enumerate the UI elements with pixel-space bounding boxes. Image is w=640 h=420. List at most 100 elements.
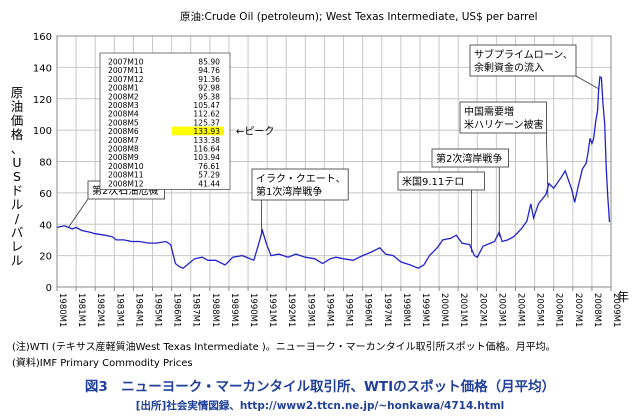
annotation-leader (575, 75, 600, 90)
x-tick-label: 1983M1 (114, 293, 124, 327)
inset-price: 91.36 (198, 75, 220, 84)
x-tick-label: 1988M1 (210, 293, 220, 327)
x-tick-label: 2003M1 (496, 293, 506, 327)
inset-price: 133.38 (193, 136, 220, 145)
inset-month: 2008M6 (108, 127, 139, 136)
x-tick-label: 1991M1 (267, 293, 277, 327)
x-tick-label: 1982M1 (95, 293, 105, 327)
y-tick-label: 20 (39, 252, 52, 263)
inset-price: 94.76 (198, 66, 220, 75)
inset-price: 41.44 (198, 179, 220, 188)
annotation-leader (68, 198, 89, 228)
peak-label: ←ピーク (236, 126, 274, 138)
inset-price: 116.64 (193, 145, 220, 154)
y-tick-label: 100 (33, 126, 52, 137)
y-tick-label: 60 (39, 189, 52, 200)
inset-month: 2008M12 (108, 179, 144, 188)
inset-price: 92.98 (198, 84, 220, 93)
x-tick-label: 1981M1 (76, 293, 86, 327)
annotation-text: イラク・クエート、 (256, 173, 346, 185)
inset-price: 133.93 (193, 127, 220, 136)
inset-month: 2008M9 (108, 153, 139, 162)
x-tick-label: 1986M1 (172, 293, 182, 327)
x-tick-label: 1994M1 (324, 293, 334, 327)
y-tick-label: 40 (39, 220, 52, 231)
x-ticks: 1980M1 1981M1 1982M1 1983M1 1984M1 1985M1 1986… (56, 287, 621, 327)
x-tick-label: 1997M1 (382, 293, 392, 327)
inset-month: 2007M12 (108, 75, 144, 84)
y-tick-label: 160 (33, 32, 52, 43)
inset-price: 112.62 (193, 110, 220, 119)
inset-table: 2007M10 85.90 2007M11 94.76 2007M12 91.36 2008… (99, 52, 274, 190)
annotation-text: 米国9.11テロ (402, 175, 464, 188)
annotation-text: 余剰資金の流入 (474, 61, 544, 74)
note-wti: (注)WTI (テキサス産軽質油West Texas Intermediate … (12, 342, 556, 353)
inset-price: 85.90 (198, 58, 220, 67)
annotation-text: サブプライムローン、 (474, 48, 573, 61)
x-tick-label: 1984M1 (133, 293, 143, 327)
note-source: (資料)IMF Primary Commodity Prices (12, 358, 193, 369)
inset-month: 2008M11 (108, 171, 144, 180)
x-tick-label: 2002M1 (477, 293, 487, 327)
inset-month: 2008M5 (108, 118, 139, 127)
y-tick-label: 80 (39, 158, 52, 169)
annotation-box (251, 168, 349, 201)
inset-price: 125.37 (193, 118, 220, 127)
annotation: 米国9.11テロ (397, 171, 485, 253)
x-tick-label: 1985M1 (153, 293, 163, 327)
inset-month: 2008M2 (108, 92, 139, 101)
y-tick-label: 120 (33, 95, 52, 106)
annotation: イラク・クエート、第1次湾岸戦争 (251, 168, 349, 236)
inset-month: 2008M4 (108, 110, 139, 119)
x-tick-label: 1989M1 (229, 293, 239, 327)
source-line: [出所]社会実情図録、http://www2.ttcn.ne.jp/~honka… (135, 400, 505, 412)
annotation: 第2次湾岸戦争 (431, 148, 509, 237)
x-tick-label: 2006M1 (554, 293, 564, 327)
annotation-text: 第2次湾岸戦争 (436, 152, 502, 165)
x-tick-label: 1995M1 (344, 293, 354, 327)
inset-price: 76.61 (198, 162, 220, 171)
x-tick-label: 2000M1 (439, 293, 449, 327)
annotation-text: 米ハリケーン被害 (464, 118, 544, 131)
inset-month: 2008M10 (108, 162, 144, 171)
annotation-text: 中国需要増 (464, 105, 514, 118)
chart-title: 原油:Crude Oil (petroleum); West Texas Int… (180, 11, 538, 23)
x-tick-label: 1990M1 (248, 293, 258, 327)
x-tick-label: 1996M1 (363, 293, 373, 327)
annotation-box (469, 44, 577, 77)
y-tick-label: 0 (46, 283, 52, 294)
inset-highlight (172, 126, 224, 136)
x-tick-label: 2007M1 (573, 293, 583, 327)
x-tick-label: 1980M1 (57, 293, 67, 327)
x-tick-label: 1999M1 (420, 293, 430, 327)
inset-price: 103.94 (193, 153, 220, 162)
inset-month: 2008M1 (108, 84, 139, 93)
y-ticks: 0 20 40 60 80 100 120 140 160 (33, 32, 52, 294)
inset-frame (99, 52, 231, 190)
annotation-box (459, 101, 547, 134)
inset-month: 2008M7 (108, 136, 139, 145)
x-tick-label: 2009M1 (611, 293, 621, 327)
y-axis-label: 原油価格、 U S ドル / バレル (10, 85, 24, 268)
annotation-box (431, 148, 509, 168)
x-tick-label: 1987M1 (191, 293, 201, 327)
inset-price: 105.47 (193, 101, 220, 110)
x-tick-label: 1993M1 (305, 293, 315, 327)
x-tick-label: 2004M1 (515, 293, 525, 327)
x-tick-label: 2005M1 (535, 293, 545, 327)
inset-month: 2008M8 (108, 145, 139, 154)
figure-caption: 図3 ニューヨーク・マーカンタイル取引所、WTIのスポット価格（月平均） (84, 379, 556, 395)
plot-frame (56, 35, 612, 288)
inset-month: 2007M11 (108, 66, 144, 75)
annotation: サブプライムローン、余剰資金の流入 (469, 44, 600, 90)
annotation-text: 第1次湾岸戦争 (256, 185, 322, 198)
x-tick-label: 1998M1 (401, 293, 411, 327)
x-axis-unit-label: 年 (617, 290, 629, 304)
series-layer (56, 75, 611, 269)
annotation-leader (546, 132, 549, 198)
x-tick-label: 2008M1 (592, 293, 602, 327)
inset-price: 95.38 (198, 92, 220, 101)
annotation-box (397, 171, 485, 191)
